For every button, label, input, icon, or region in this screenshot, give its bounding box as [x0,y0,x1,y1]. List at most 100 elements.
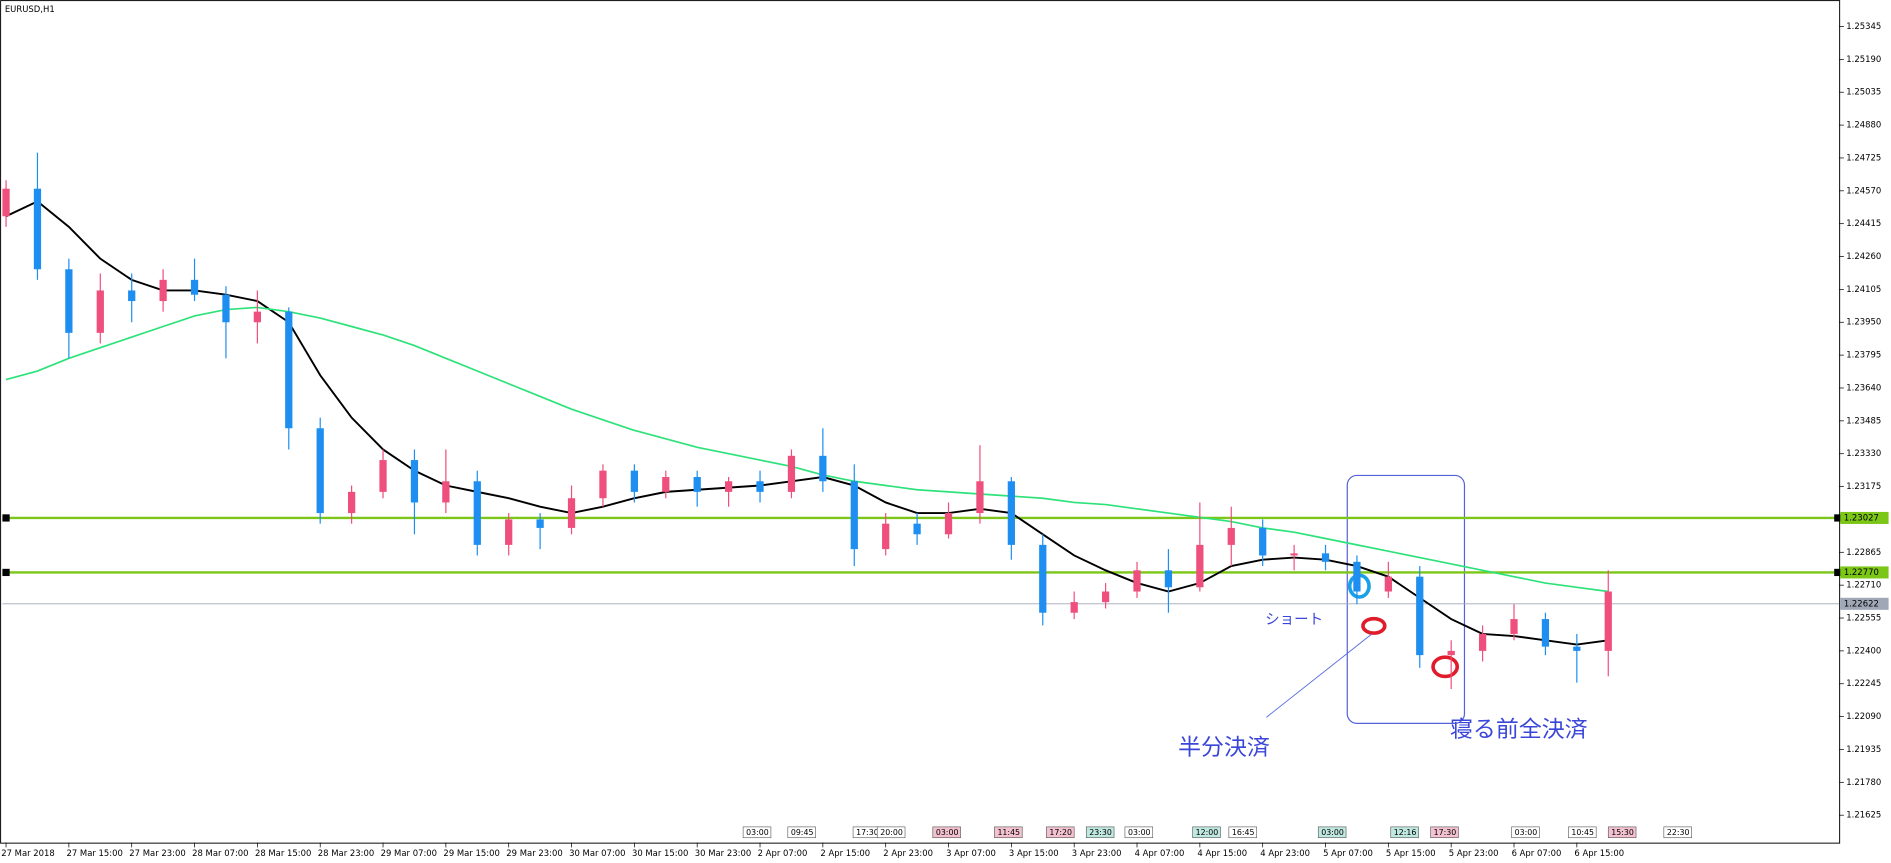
candle-body [756,481,764,492]
x-tick-label: 30 Mar 23:00 [695,848,751,858]
candle-body [33,188,42,270]
x-tick-label: 4 Apr 07:00 [1135,848,1185,858]
candle-body [190,279,199,295]
candle-body [536,519,544,528]
line-handle [1834,568,1842,577]
time-marker [1228,826,1257,839]
line-handle [2,568,10,577]
candle-body [913,523,921,535]
candle-body [442,481,450,503]
y-tick-label: 1.25035 [1846,87,1881,97]
y-tick-label: 1.25345 [1846,21,1881,31]
candle-body [1573,646,1581,651]
time-marker-label: 20:00 [880,828,903,837]
x-tick-label: 27 Mar 15:00 [66,848,122,858]
time-marker-label: 03:00 [1515,828,1538,837]
time-marker [1192,826,1221,839]
line-handle [2,514,10,522]
candle-body [1164,570,1173,588]
candle-body [662,477,670,492]
x-tick-label: 28 Mar 15:00 [255,848,311,858]
y-tick-label: 1.23175 [1846,481,1881,491]
time-marker [1430,826,1459,839]
candle-body [693,477,701,492]
y-tick-label: 1.25190 [1846,54,1881,64]
time-marker-label: 23:30 [1089,828,1112,837]
x-tick-label: 30 Mar 07:00 [569,848,625,858]
price-tag-label: 1.23027 [1844,512,1879,522]
time-marker [1046,826,1075,839]
time-marker-label: 12:16 [1394,828,1417,837]
y-tick-label: 1.22865 [1846,547,1881,557]
time-marker [1124,826,1154,839]
candle-body [1101,591,1110,603]
x-tick-label: 4 Apr 23:00 [1260,848,1310,858]
time-marker [787,826,816,839]
price-tag-label: 1.22622 [1844,598,1879,608]
candle-body [410,460,419,503]
time-marker-label: 12:00 [1196,828,1219,837]
candle-body [1007,481,1015,545]
highlight-box [1346,474,1466,724]
time-marker [932,826,961,839]
x-tick-label: 4 Apr 15:00 [1197,848,1247,858]
x-tick-label: 2 Apr 07:00 [758,848,808,858]
annotation-shapes [1266,474,1466,724]
x-tick-label: 5 Apr 15:00 [1386,848,1436,858]
plot-frame [0,0,1841,844]
time-marker-label: 15:30 [1611,828,1634,837]
price-tag [1840,566,1889,579]
candle-body [882,523,890,550]
x-tick-label: 6 Apr 07:00 [1512,848,1562,858]
time-marker [1607,826,1637,839]
time-marker-label: 03:00 [1128,828,1151,837]
time-marker-label: 03:00 [936,828,959,837]
candle-body [567,498,576,528]
candle-body [1447,650,1455,656]
x-tick-label: 3 Apr 15:00 [1009,848,1059,858]
x-tick-label: 29 Mar 23:00 [506,848,562,858]
x-tick-label: 3 Apr 07:00 [946,848,996,858]
candle-body [724,481,733,492]
annotation: 半分決済 [1178,735,1270,761]
candle-body [1039,544,1047,613]
candle-body [1604,591,1612,651]
y-tick-label: 1.24415 [1846,218,1881,228]
annotation: ショート [1265,612,1323,628]
candle-body [787,455,796,492]
candle-body [253,311,261,323]
candle-body [222,294,230,323]
y-tick-label: 1.21935 [1846,744,1881,754]
time-marker [1511,826,1540,839]
time-marker [1317,826,1347,839]
candle-body [473,481,481,545]
moving-average [5,306,1609,593]
candle-body [1227,527,1235,545]
price-tag [1840,597,1889,610]
candle-body [850,481,858,550]
candle-body [1510,619,1518,634]
candle-body [96,290,104,333]
candle-body [379,460,387,492]
candle-body [65,269,73,333]
x-tick-label: 2 Apr 23:00 [883,848,933,858]
x-tick-label: 29 Mar 15:00 [443,848,499,858]
y-tick-label: 1.22245 [1846,678,1881,688]
x-tick-label: 3 Apr 23:00 [1072,848,1122,858]
y-tick-label: 1.23795 [1846,350,1881,360]
y-tick-label: 1.21625 [1846,810,1881,820]
candle-body [1290,553,1298,556]
annotation: 寝る前全決済 [1450,717,1588,743]
line-handle [1834,514,1842,522]
candle-body [819,455,827,482]
candle-body [347,491,356,514]
candle-body [1478,633,1487,651]
chart-title: EURUSD,H1 [5,4,55,14]
x-tick-label: 27 Mar 23:00 [129,848,185,858]
time-marker-label: 17:30 [1434,828,1457,837]
candle-body [1384,576,1392,592]
candle-body [159,279,167,302]
time-marker [1085,826,1115,839]
candle-body [285,311,293,429]
